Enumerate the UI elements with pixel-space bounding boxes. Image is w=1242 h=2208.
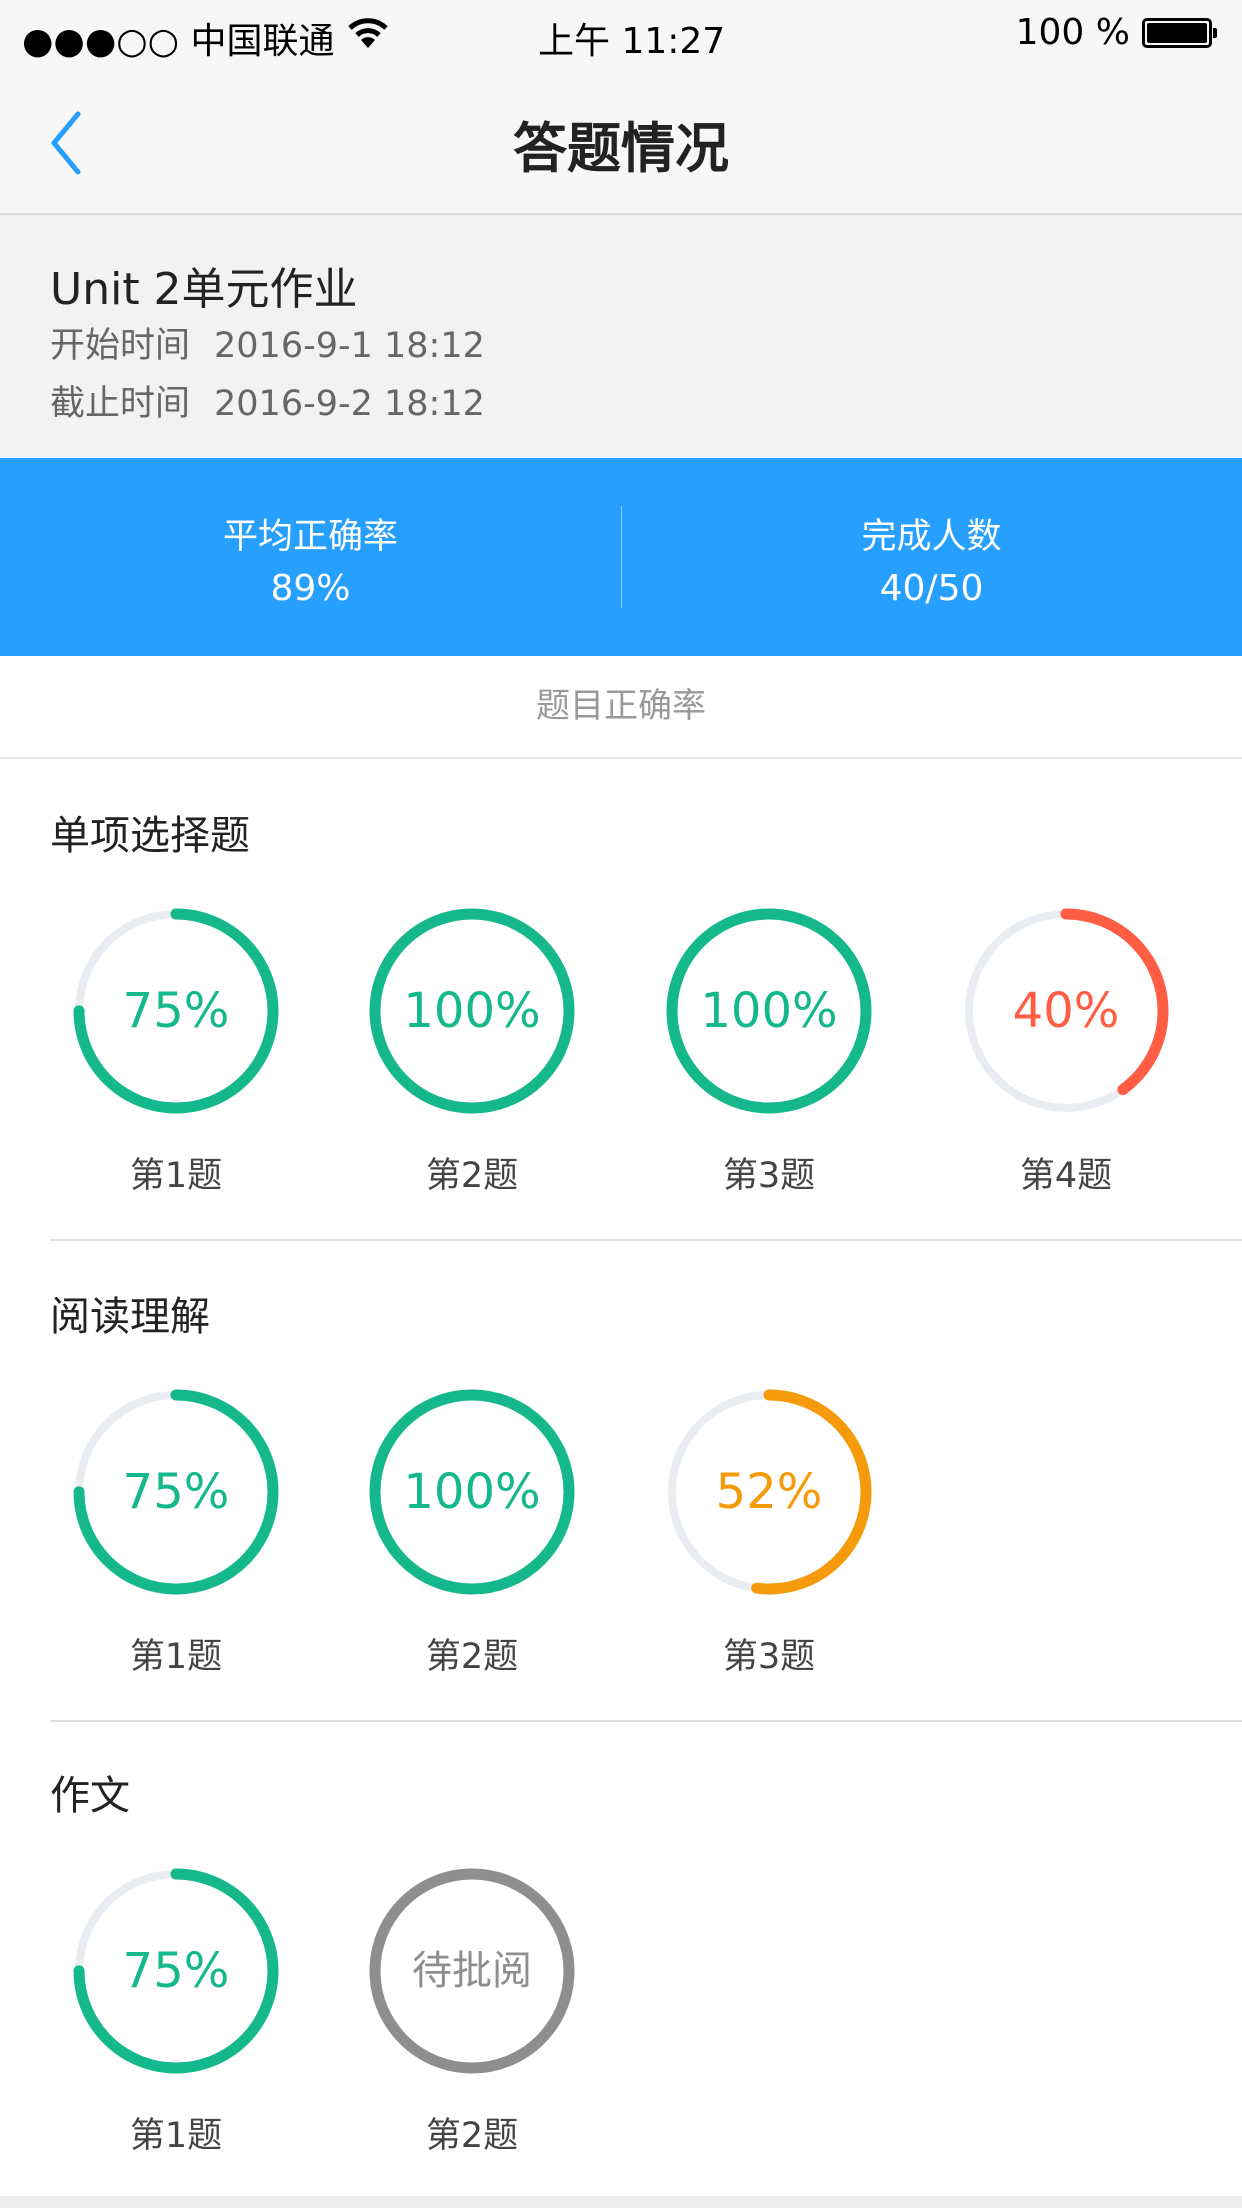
ring-chart bbox=[963, 908, 1169, 1114]
question-accuracy-ring[interactable]: 52% bbox=[659, 1382, 879, 1602]
ring-value: 40% bbox=[1012, 983, 1120, 1039]
back-button[interactable] bbox=[44, 108, 94, 178]
ring-progress bbox=[369, 1868, 575, 2074]
ring-chart bbox=[73, 1868, 279, 2074]
ring-chart bbox=[73, 1389, 279, 1595]
bottom-strip bbox=[0, 2196, 1242, 2208]
question-label: 第2题 bbox=[425, 1637, 519, 1677]
ring-chart bbox=[666, 908, 872, 1114]
question-label: 第4题 bbox=[1019, 1156, 1113, 1196]
section-title: 单项选择题 bbox=[50, 813, 250, 859]
completion-count: 完成人数 40/50 bbox=[621, 458, 1242, 656]
ring-progress bbox=[369, 1389, 575, 1595]
ring-value: 100% bbox=[403, 1464, 541, 1520]
question-accuracy-ring[interactable]: 75% bbox=[66, 1382, 286, 1602]
question-accuracy-ring[interactable]: 100% bbox=[659, 901, 879, 1121]
section-title: 阅读理解 bbox=[50, 1294, 210, 1340]
section-title: 作文 bbox=[50, 1773, 130, 1819]
question-label: 第3题 bbox=[722, 1637, 816, 1677]
ring-chart bbox=[369, 908, 575, 1114]
ring-progress bbox=[666, 908, 872, 1114]
completion-value: 40/50 bbox=[879, 568, 984, 609]
section-divider bbox=[50, 1239, 1242, 1241]
ring-value: 100% bbox=[700, 983, 838, 1039]
ring-progress bbox=[963, 908, 1169, 1114]
assignment-info: Unit 2单元作业 开始时间 2016-9-1 18:12 截止时间 2016-9… bbox=[0, 215, 1242, 458]
ring-progress bbox=[369, 908, 575, 1114]
question-label: 第1题 bbox=[129, 1156, 223, 1196]
question-accuracy-ring[interactable]: 100% bbox=[362, 1382, 582, 1602]
ring-chart bbox=[369, 1389, 575, 1595]
section-subtitle: 题目正确率 bbox=[0, 656, 1242, 759]
clock: 上午 11:27 bbox=[538, 21, 726, 62]
end-label: 截止时间 bbox=[50, 384, 191, 424]
wifi-icon bbox=[348, 18, 388, 48]
nav-bar: 答题情况 bbox=[0, 70, 1242, 215]
ring-progress bbox=[73, 908, 279, 1114]
question-label: 第2题 bbox=[425, 1156, 519, 1196]
section-divider bbox=[50, 1720, 1242, 1722]
question-label: 第1题 bbox=[129, 2116, 223, 2156]
question-accuracy-ring[interactable]: 100% bbox=[362, 901, 582, 1121]
avg-accuracy-label: 平均正确率 bbox=[222, 517, 398, 557]
battery-icon bbox=[1142, 18, 1217, 48]
ring-value: 75% bbox=[122, 983, 230, 1039]
completion-label: 完成人数 bbox=[861, 517, 1002, 557]
ring-chart bbox=[73, 908, 279, 1114]
ring-value: 52% bbox=[715, 1464, 823, 1520]
ring-progress bbox=[73, 1868, 279, 2074]
battery-percent: 100 % bbox=[1015, 12, 1130, 53]
question-accuracy-ring[interactable]: 待批阅 bbox=[362, 1861, 582, 2081]
avg-accuracy-value: 89% bbox=[270, 568, 351, 609]
question-label: 第2题 bbox=[425, 2116, 519, 2156]
ring-value: 待批阅 bbox=[412, 1948, 532, 1994]
start-value: 2016-9-1 18:12 bbox=[214, 326, 485, 366]
avg-accuracy: 平均正确率 89% bbox=[0, 458, 621, 656]
chevron-left-icon bbox=[51, 111, 81, 175]
divider bbox=[621, 506, 622, 608]
start-label: 开始时间 bbox=[50, 326, 191, 366]
page-title: 答题情况 bbox=[513, 117, 729, 180]
ring-value: 75% bbox=[122, 1943, 230, 1999]
summary-band: 平均正确率 89% 完成人数 40/50 bbox=[0, 458, 1242, 656]
start-time: 开始时间 2016-9-1 18:12 bbox=[50, 317, 485, 368]
ring-chart bbox=[666, 1389, 872, 1595]
end-time: 截止时间 2016-9-2 18:12 bbox=[50, 375, 485, 426]
question-label: 第3题 bbox=[722, 1156, 816, 1196]
ring-progress bbox=[666, 1389, 872, 1595]
carrier: ●●●○○ 中国联通 bbox=[22, 21, 335, 62]
question-accuracy-ring[interactable]: 75% bbox=[66, 901, 286, 1121]
ring-chart bbox=[369, 1868, 575, 2074]
question-accuracy-ring[interactable]: 75% bbox=[66, 1861, 286, 2081]
ring-value: 100% bbox=[403, 983, 541, 1039]
assignment-title: Unit 2单元作业 bbox=[50, 264, 358, 315]
end-value: 2016-9-2 18:12 bbox=[214, 384, 485, 424]
question-label: 第1题 bbox=[129, 1637, 223, 1677]
ring-value: 75% bbox=[122, 1464, 230, 1520]
question-accuracy-ring[interactable]: 40% bbox=[956, 901, 1176, 1121]
status-bar: ●●●○○ 中国联通 上午 11:27 100 % bbox=[0, 0, 1242, 70]
ring-progress bbox=[73, 1389, 279, 1595]
